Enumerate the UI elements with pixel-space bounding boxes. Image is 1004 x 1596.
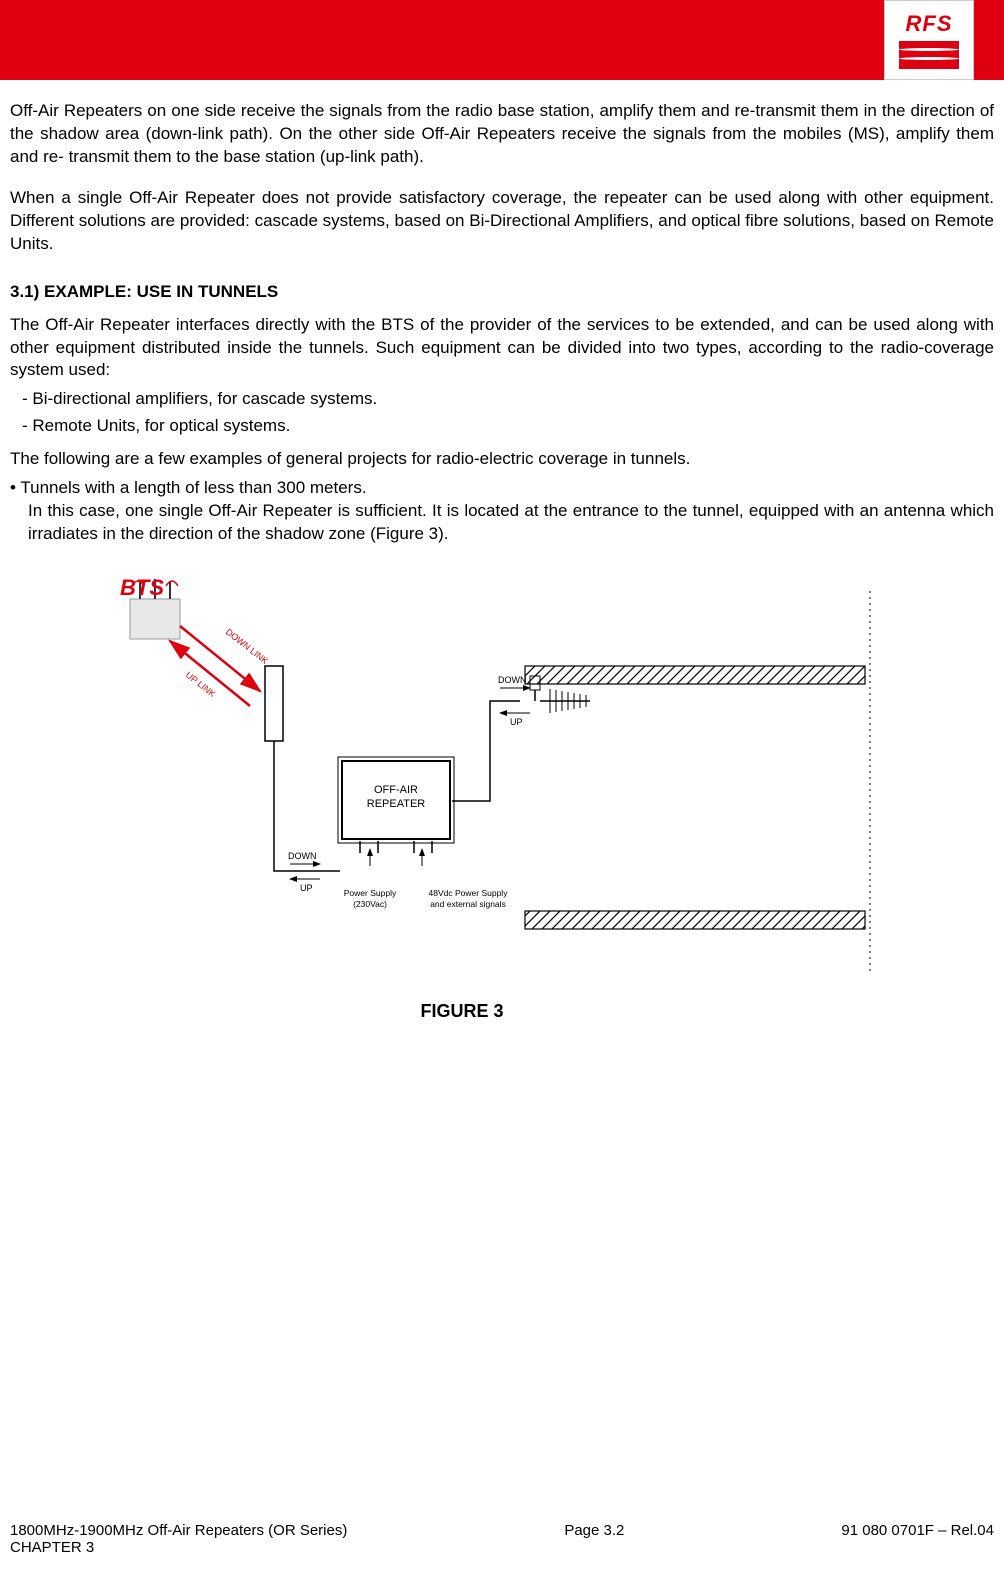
- down-text-left: DOWN: [288, 851, 317, 861]
- down-link-text: DOWN LINK: [224, 627, 270, 666]
- service-antenna: [540, 689, 590, 713]
- bts-label: BTS: [120, 573, 164, 603]
- paragraph-2: When a single Off-Air Repeater does not …: [10, 187, 994, 256]
- bullet-1-sub: In this case, one single Off-Air Repeate…: [10, 500, 994, 546]
- footer-chapter: CHAPTER 3: [10, 1539, 94, 1556]
- bullet-1: • Tunnels with a length of less than 300…: [10, 477, 994, 500]
- diagram-svg: DOWN LINK UP LINK DOWN UP OFF-AIR REPEAT…: [70, 571, 890, 991]
- cable-right: [452, 701, 520, 801]
- footer-right: 91 080 0701F – Rel.04: [841, 1522, 994, 1556]
- power-supply-label-1: Power Supply: [344, 888, 397, 898]
- donor-antenna: [265, 666, 283, 741]
- logo-box: RFS: [884, 0, 974, 80]
- list-item-2: - Remote Units, for optical systems.: [10, 415, 994, 438]
- footer-left: 1800MHz-1900MHz Off-Air Repeaters (OR Se…: [10, 1522, 347, 1556]
- header-bar: RFS: [0, 0, 1004, 80]
- footer-center: Page 3.2: [564, 1522, 624, 1556]
- figure-caption: FIGURE 3: [10, 999, 994, 1023]
- tunnel-wall-top: [525, 666, 865, 684]
- tunnel-wall-bottom: [525, 911, 865, 929]
- content-area: Off-Air Repeaters on one side receive th…: [0, 80, 1004, 1023]
- section-heading: 3.1) EXAMPLE: USE IN TUNNELS: [10, 281, 994, 304]
- power-48v-label-2: and external signals: [430, 899, 506, 909]
- power-48v-label-1: 48Vdc Power Supply: [429, 888, 509, 898]
- paragraph-3: The following are a few examples of gene…: [10, 448, 994, 471]
- power-supply-label-2: (230Vac): [353, 899, 387, 909]
- page-footer: 1800MHz-1900MHz Off-Air Repeaters (OR Se…: [10, 1522, 994, 1556]
- up-text-right: UP: [510, 717, 523, 727]
- section-intro: The Off-Air Repeater interfaces directly…: [10, 314, 994, 383]
- paragraph-1: Off-Air Repeaters on one side receive th…: [10, 100, 994, 169]
- repeater-label-2: REPEATER: [367, 798, 426, 810]
- footer-title: 1800MHz-1900MHz Off-Air Repeaters (OR Se…: [10, 1522, 347, 1539]
- figure-3-diagram: BTS: [70, 571, 890, 991]
- list-item-1: - Bi-directional amplifiers, for cascade…: [10, 388, 994, 411]
- up-text-left: UP: [300, 883, 313, 893]
- down-text-right: DOWN: [498, 675, 527, 685]
- logo-text: RFS: [906, 11, 953, 37]
- repeater-label-1: OFF-AIR: [374, 784, 418, 796]
- logo-waves-icon: [899, 41, 959, 69]
